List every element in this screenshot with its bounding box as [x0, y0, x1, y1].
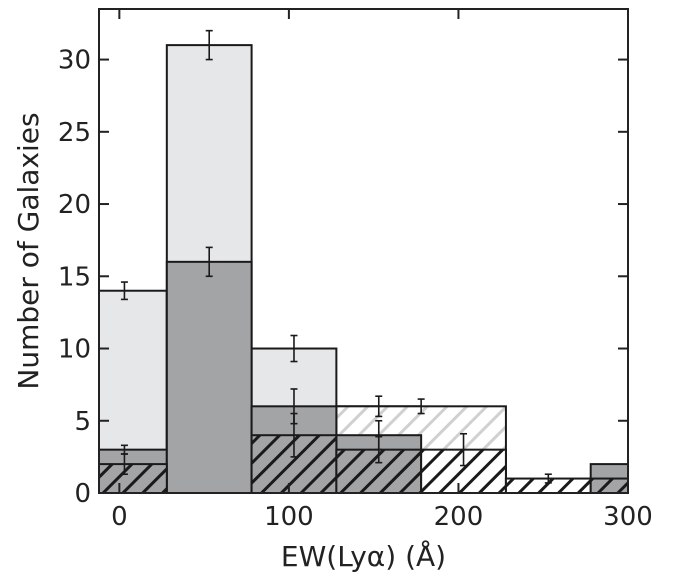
- ticks-layer: 0 100 200 300 0 5 10 15 20 25 30: [58, 9, 653, 532]
- x-axis-label: EW(Lyα) (Å): [281, 539, 446, 573]
- x-tick-label: 200: [434, 502, 484, 532]
- y-tick-label: 20: [58, 190, 91, 220]
- error-bar: [544, 473, 552, 484]
- y-tick-label: 0: [74, 479, 91, 509]
- y-tick-label: 25: [58, 118, 91, 148]
- histogram-bar-dark-hatched: [98, 463, 168, 495]
- x-tick-label: 100: [264, 502, 314, 532]
- error-bar: [120, 453, 128, 476]
- y-tick-label: 15: [58, 262, 91, 292]
- error-bar: [290, 334, 298, 363]
- bars-layer: [98, 44, 630, 495]
- error-bar: [205, 246, 213, 278]
- error-bar: [290, 412, 298, 458]
- y-tick-label: 10: [58, 335, 91, 365]
- error-bar: [375, 435, 383, 464]
- error-bar: [205, 29, 213, 61]
- x-tick-label: 0: [111, 502, 128, 532]
- histogram-bar-dark-hatched: [589, 477, 630, 495]
- y-tick-label: 5: [74, 407, 91, 437]
- histogram-bar-dark-gray: [165, 260, 253, 494]
- y-tick-label: 30: [58, 46, 91, 76]
- error-bar: [120, 281, 128, 301]
- plot-frame: [98, 8, 629, 494]
- error-bar: [417, 398, 425, 415]
- error-bar: [375, 395, 383, 418]
- error-bars-layer: [120, 29, 552, 484]
- error-bar: [460, 432, 468, 467]
- x-tick-label: 300: [603, 502, 653, 532]
- y-axis-label: Number of Galaxies: [12, 112, 45, 389]
